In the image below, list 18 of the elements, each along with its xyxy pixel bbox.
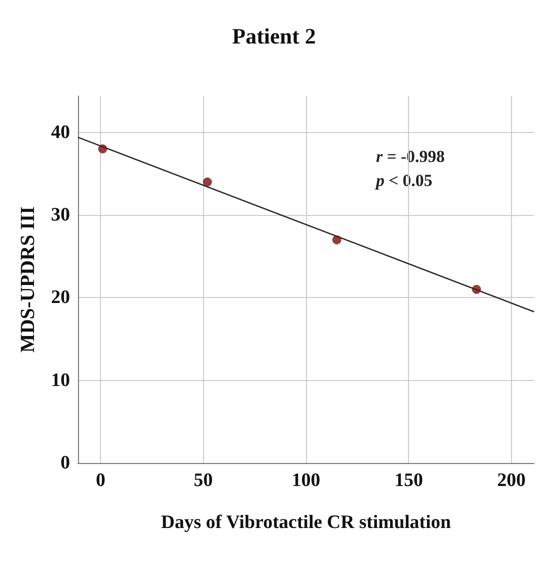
y-axis-title: MDS-UPDRS III [17,206,39,353]
annotation: r = -0.998 [376,147,445,166]
y-tick-label: 30 [51,204,70,226]
y-tick-label: 10 [51,370,70,391]
chart-title: Patient 2 [232,24,316,48]
x-tick-label: 150 [394,470,423,491]
x-tick-label: 0 [96,470,106,491]
y-tick-label: 40 [51,122,70,143]
x-tick-label: 100 [292,470,320,491]
point [202,177,212,186]
point [332,235,342,244]
x-tick-label: 200 [497,470,526,491]
point [98,144,108,154]
point [472,284,481,294]
x-axis-title: Days of Vibrotactile CR stimulation [161,512,452,533]
x-tick-label: 50 [194,470,213,491]
y-tick-label: 20 [51,287,70,308]
y-tick-label: 0 [60,452,70,474]
